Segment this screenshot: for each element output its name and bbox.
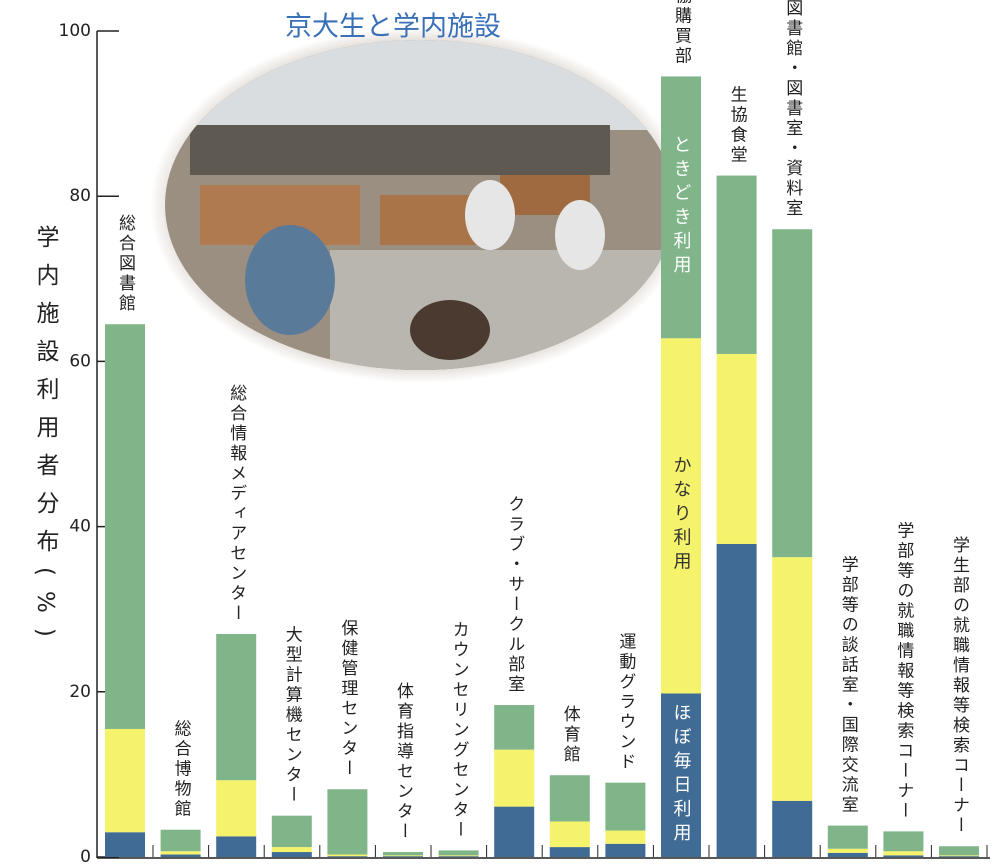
- x-tick-label: 保健管理センター: [337, 619, 358, 779]
- bar-segment: [939, 855, 979, 857]
- bar-segment: [883, 851, 924, 856]
- bar-segment: [383, 855, 423, 857]
- bar-segment: [438, 856, 479, 857]
- bar-segment: [605, 843, 646, 857]
- bar-segment: [216, 836, 257, 857]
- bar-segment: [383, 856, 423, 857]
- x-tick-label: 学部等の就職情報等検索コーナー: [893, 521, 914, 821]
- x-tick-label: 協購買部: [671, 0, 692, 66]
- y-tick-label: 40: [69, 517, 91, 537]
- bar-segment: [827, 848, 868, 853]
- legend-label: ほぼ毎日利用: [671, 703, 692, 847]
- bar-segment: [939, 856, 979, 857]
- bar-segment: [438, 850, 479, 856]
- legend-label: ときどき利用: [671, 135, 692, 279]
- y-tick-label: 100: [59, 21, 91, 41]
- bar-segment: [105, 832, 145, 857]
- bar-segment: [772, 229, 813, 558]
- x-tick-label: 総合博物館: [171, 720, 192, 820]
- bar-segment: [605, 782, 646, 831]
- bar-segment: [160, 851, 201, 855]
- bar-segment: [549, 821, 590, 848]
- x-tick-label: 体育指導センター: [393, 682, 414, 842]
- bar-segment: [216, 633, 257, 781]
- y-tick-label: 80: [69, 186, 91, 206]
- bar-segment: [661, 338, 701, 694]
- bar-segment: [271, 852, 312, 857]
- bar-segment: [772, 557, 813, 801]
- bar-segment: [216, 780, 257, 837]
- x-tick-label: 総合図書館: [115, 214, 136, 314]
- bar-segment: [827, 825, 868, 849]
- y-tick-label: 20: [69, 682, 91, 702]
- photo: [150, 27, 690, 383]
- bar-segment: [105, 728, 145, 833]
- bar-segment: [605, 830, 646, 844]
- bar-segment: [383, 852, 423, 856]
- bar-segment: [271, 847, 312, 853]
- bar-segment: [105, 324, 145, 729]
- x-tick-label: 学生部の就職情報等検索コーナー: [949, 536, 970, 836]
- chart-title: 京大生と学内施設: [285, 12, 501, 43]
- x-tick-label: カウンセリングセンター: [449, 620, 469, 840]
- bar-segment: [327, 789, 368, 855]
- bar-segment: [883, 831, 924, 852]
- bar-segment: [160, 854, 201, 857]
- bar-segment: [827, 852, 868, 857]
- bar-segment: [883, 855, 924, 857]
- x-tick-label: 運動グラウンド: [615, 633, 636, 773]
- bar-segment: [939, 846, 979, 856]
- bar-segment: [661, 693, 701, 857]
- bar-segment: [438, 855, 479, 857]
- y-tick-label: 60: [69, 351, 91, 371]
- x-tick-label: 生協食堂: [727, 86, 748, 166]
- bar-segment: [327, 854, 368, 857]
- legend-label: かなり利用: [671, 456, 692, 576]
- y-tick-label: 0: [80, 847, 91, 867]
- x-tick-label: 総合情報メディアセンター: [226, 384, 247, 624]
- x-tick-label: 体育館: [560, 705, 581, 765]
- bar-segment: [327, 856, 368, 857]
- bar-segment: [494, 705, 535, 750]
- x-tick-label: 図書館・図書室・資料室: [782, 0, 803, 219]
- bar-segment: [494, 806, 535, 857]
- x-tick-label: クラブ・サークル部室: [504, 495, 525, 695]
- bar-segment: [160, 829, 201, 852]
- bar-segment: [494, 749, 535, 807]
- x-tick-label: 大型計算機センター: [282, 626, 303, 806]
- bar-segment: [549, 775, 590, 822]
- x-tick-label: 学部等の談話室・国際交流室: [838, 556, 859, 816]
- y-axis-label: 学内施設利用者分布(%): [32, 225, 60, 652]
- bar-segment: [772, 800, 813, 857]
- bar-segment: [716, 353, 757, 544]
- bar-segment: [549, 847, 590, 857]
- bar-segment: [716, 543, 757, 857]
- bar-segment: [716, 175, 757, 354]
- bar-segment: [661, 76, 701, 339]
- bar-segment: [271, 815, 312, 848]
